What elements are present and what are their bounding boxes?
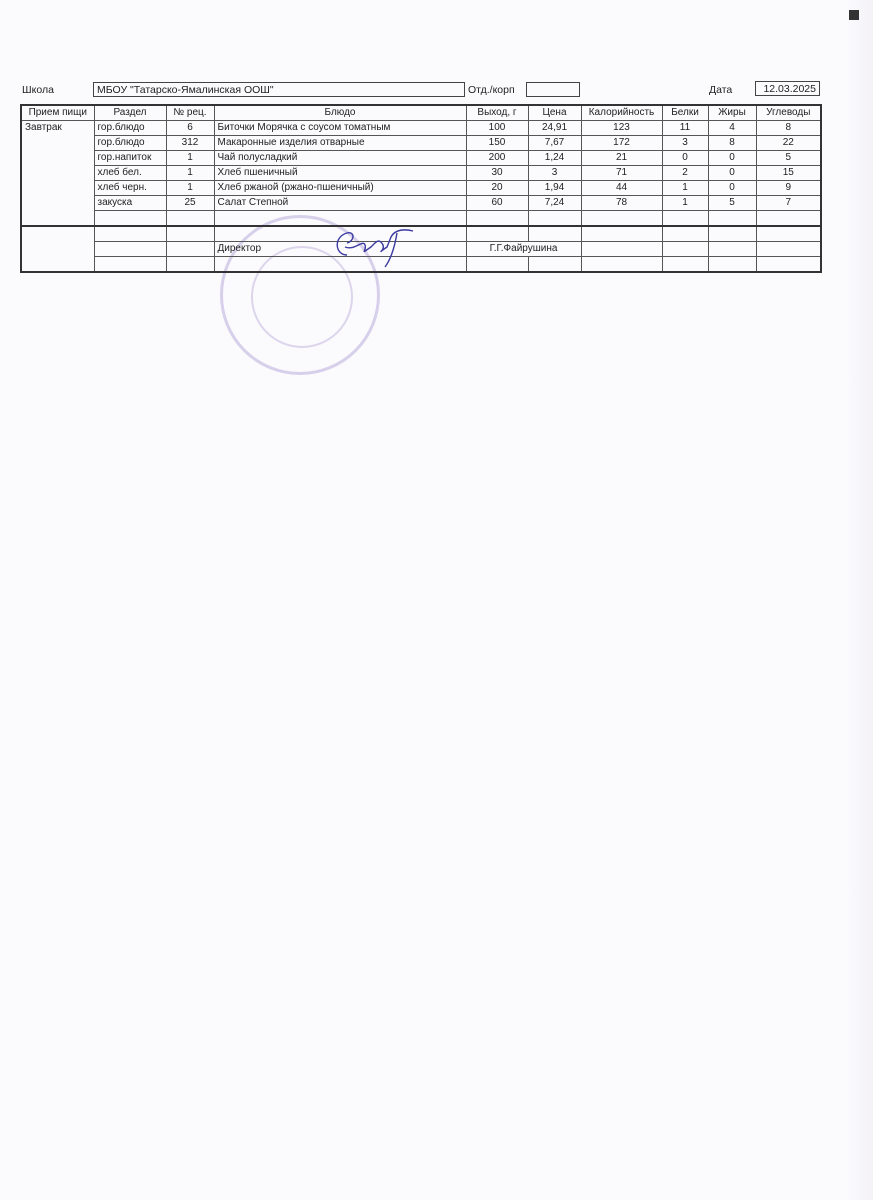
cell-6: 71 [580, 165, 663, 181]
cell-1: гор.блюдо [93, 120, 167, 136]
table-row [21, 210, 822, 227]
cell-6: 123 [580, 120, 663, 136]
cell-8: 8 [707, 135, 757, 151]
dept-value [526, 82, 580, 97]
col-header: Белки [661, 104, 709, 121]
cell-1: хлеб черн. [93, 180, 167, 196]
meal-cell: Завтрак [20, 120, 95, 227]
cell-5: 24,91 [527, 120, 582, 136]
school-label: Школа [22, 84, 54, 96]
cell-8: 5 [707, 195, 757, 211]
cell-2: 1 [165, 165, 215, 181]
cell-3: Макаронные изделия отварные [213, 135, 467, 151]
cell-8: 0 [707, 150, 757, 166]
cell-8: 0 [707, 165, 757, 181]
cell-4: 20 [465, 180, 529, 196]
col-header: Углеводы [755, 104, 822, 121]
cell-6: 78 [580, 195, 663, 211]
cell-3: Чай полусладкий [213, 150, 467, 166]
cell-9: 15 [755, 165, 822, 181]
cell-3: Салат Степной [213, 195, 467, 211]
col-header: Прием пищи [20, 104, 95, 121]
table-row: гор.блюдо 312 Макаронные изделия отварные 1… [21, 135, 822, 151]
col-header: Жиры [707, 104, 757, 121]
header-row: Прием пищи Раздел № рец. Блюдо Выход, г … [20, 104, 822, 121]
cell-1: гор.блюдо [93, 135, 167, 151]
cell-4: 60 [465, 195, 529, 211]
date-value: 12.03.2025 [755, 81, 820, 96]
cell-7: 3 [661, 135, 709, 151]
table-row: хлеб бел. 1 Хлеб пшеничный 30 3 71 2 0 15 [21, 165, 822, 181]
cell-2: 25 [165, 195, 215, 211]
cell-3: Хлеб пшеничный [213, 165, 467, 181]
cell-3: Хлеб ржаной (ржано-пшеничный) [213, 180, 467, 196]
cell-2: 1 [165, 180, 215, 196]
cell-5: 7,67 [527, 135, 582, 151]
cell-1: хлеб бел. [93, 165, 167, 181]
cell-9: 9 [755, 180, 822, 196]
col-header: Блюдо [213, 104, 467, 121]
table-row: хлеб черн. 1 Хлеб ржаной (ржано-пшеничный)… [21, 180, 822, 196]
scan-edge [847, 0, 873, 1200]
menu-table: Прием пищи Раздел № рец. Блюдо Выход, г … [20, 104, 822, 273]
cell-9: 7 [755, 195, 822, 211]
cell-4: 100 [465, 120, 529, 136]
cell-5: 3 [527, 165, 582, 181]
cell-8: 4 [707, 120, 757, 136]
cell-2: 6 [165, 120, 215, 136]
table-row: гор.напиток 1 Чай полусладкий 200 1,24 21 0 0 5 [21, 150, 822, 166]
cell-2: 312 [165, 135, 215, 151]
director-name: Г.Г.Файрушина [465, 241, 582, 257]
cell-5: 1,94 [527, 180, 582, 196]
cell-5: 7,24 [527, 195, 582, 211]
table-row [21, 256, 822, 273]
cell-7: 1 [661, 180, 709, 196]
scan-mark [849, 10, 859, 20]
cell-9: 8 [755, 120, 822, 136]
cell-4: 200 [465, 150, 529, 166]
table-row: Завтрак гор.блюдо 6 Биточки Морячка с соусо… [20, 120, 822, 227]
table-row: закуска 25 Салат Степной 60 7,24 78 1 5 7 [21, 195, 822, 211]
col-header: Калорийность [580, 104, 663, 121]
cell-5: 1,24 [527, 150, 582, 166]
table-row [20, 225, 822, 273]
cell-6: 172 [580, 135, 663, 151]
cell-3: Биточки Морячка с соусом томатным [213, 120, 467, 136]
dept-label: Отд./корп [468, 84, 515, 96]
cell-4: 150 [465, 135, 529, 151]
cell-6: 21 [580, 150, 663, 166]
col-header: Выход, г [465, 104, 529, 121]
date-label: Дата [709, 84, 733, 96]
cell-1: закуска [93, 195, 167, 211]
cell-7: 11 [661, 120, 709, 136]
cell-4: 30 [465, 165, 529, 181]
col-header: Раздел [93, 104, 167, 121]
col-header: Цена [527, 104, 582, 121]
cell-9: 22 [755, 135, 822, 151]
cell-7: 0 [661, 150, 709, 166]
signature [336, 229, 414, 268]
cell-1: гор.напиток [93, 150, 167, 166]
cell-8: 0 [707, 180, 757, 196]
col-header: № рец. [165, 104, 215, 121]
cell-6: 44 [580, 180, 663, 196]
cell-2: 1 [165, 150, 215, 166]
cell-7: 1 [661, 195, 709, 211]
director-row: Директор Г.Г.Файрушина [21, 241, 822, 257]
school-value: МБОУ "Татарско-Ямалинская ООШ" [93, 82, 465, 97]
cell-9: 5 [755, 150, 822, 166]
cell-7: 2 [661, 165, 709, 181]
